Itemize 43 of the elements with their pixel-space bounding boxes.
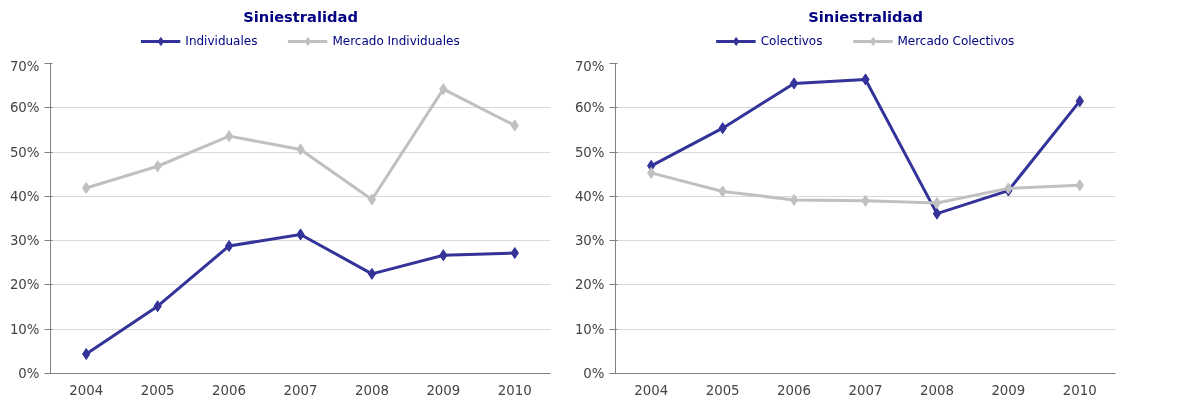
legend-label: Mercado Individuales: [332, 34, 460, 48]
y-tick-label: 40%: [574, 188, 605, 204]
y-tick-label: 20%: [574, 277, 605, 293]
x-tick-label: 2007: [848, 382, 883, 398]
x-tick-label: 2004: [69, 382, 104, 398]
y-tick-label: 10%: [9, 321, 40, 337]
y-tick-label: 0%: [18, 366, 40, 381]
y-tick-label: 50%: [9, 144, 40, 160]
point: [932, 197, 942, 209]
point: [224, 130, 234, 143]
y-tick-label: 30%: [574, 233, 605, 249]
y-tick-label: 60%: [9, 100, 40, 116]
legend-label: Mercado Colectivos: [897, 34, 1015, 48]
y-tick-label: 70%: [574, 58, 605, 74]
y-tick-label: 30%: [9, 233, 40, 249]
x-tick-label: 2007: [283, 382, 318, 398]
point: [224, 239, 234, 252]
y-tick-label: 0%: [583, 366, 605, 381]
x-tick-label: 2010: [497, 382, 532, 398]
legend-label: Colectivos: [760, 34, 823, 48]
x-tick-label: 2004: [634, 382, 669, 398]
x-tick-label: 2005: [705, 382, 740, 398]
x-tick-label: 2006: [212, 382, 247, 398]
x-tick-label: 2009: [426, 382, 461, 398]
point: [789, 77, 799, 90]
x-tick-label: 2006: [777, 382, 812, 398]
y-tick-label: 10%: [574, 321, 605, 337]
x-tick-label: 2008: [354, 382, 389, 398]
x-tick-label: 2010: [1062, 382, 1097, 398]
point: [367, 267, 377, 280]
y-tick-label: 60%: [574, 100, 605, 116]
x-tick-label: 2009: [991, 382, 1026, 398]
chart-title: Siniestralidad: [808, 7, 923, 25]
y-tick-label: 70%: [9, 58, 40, 74]
y-tick-label: 20%: [9, 277, 40, 293]
legend-label: Individuales: [185, 34, 258, 48]
y-tick-label: 40%: [9, 188, 40, 204]
y-tick-label: 50%: [574, 144, 605, 160]
point: [367, 193, 377, 206]
point: [932, 207, 942, 220]
x-tick-label: 2005: [140, 382, 175, 398]
chart-title: Siniestralidad: [243, 7, 358, 25]
x-tick-label: 2008: [919, 382, 954, 398]
